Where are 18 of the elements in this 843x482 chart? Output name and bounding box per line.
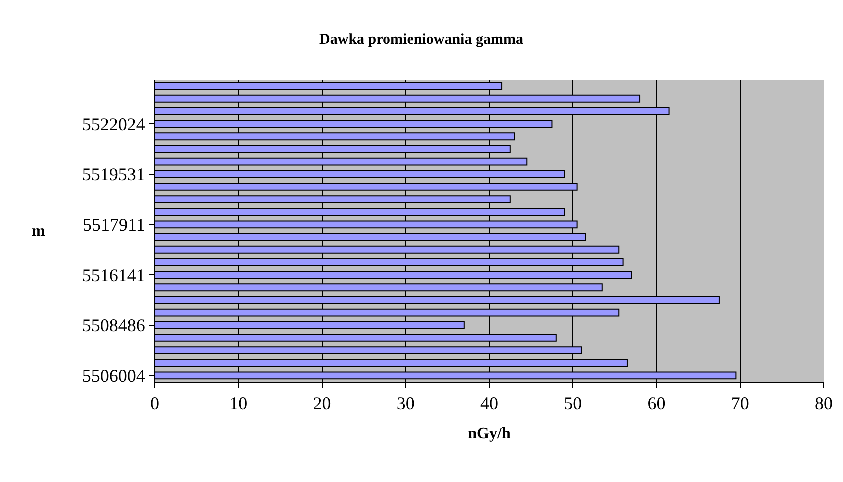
y-tick-label: 5508486 [82,316,146,336]
x-tick-label: 60 [648,394,666,414]
y-tick-label: 5516141 [82,265,146,286]
y-axis-title: m [32,223,46,240]
x-tick-label: 20 [313,394,332,414]
x-axis-title: nGy/h [468,425,511,442]
y-tick-label: 5522024 [82,114,146,134]
x-tick-label: 70 [731,394,750,414]
x-tick-label: 80 [815,394,833,414]
x-tick-label: 10 [230,394,248,414]
x-tick-label: 50 [564,394,582,414]
chart-title: Dawka promieniowania gamma [320,32,524,48]
y-tick-label: 5506004 [82,366,146,386]
x-tick-label: 0 [150,394,160,414]
y-tick-label: 5519531 [82,164,146,185]
y-tick-label: 5517911 [83,215,146,236]
x-tick-label: 40 [480,394,498,414]
x-tick-label: 30 [396,394,415,414]
